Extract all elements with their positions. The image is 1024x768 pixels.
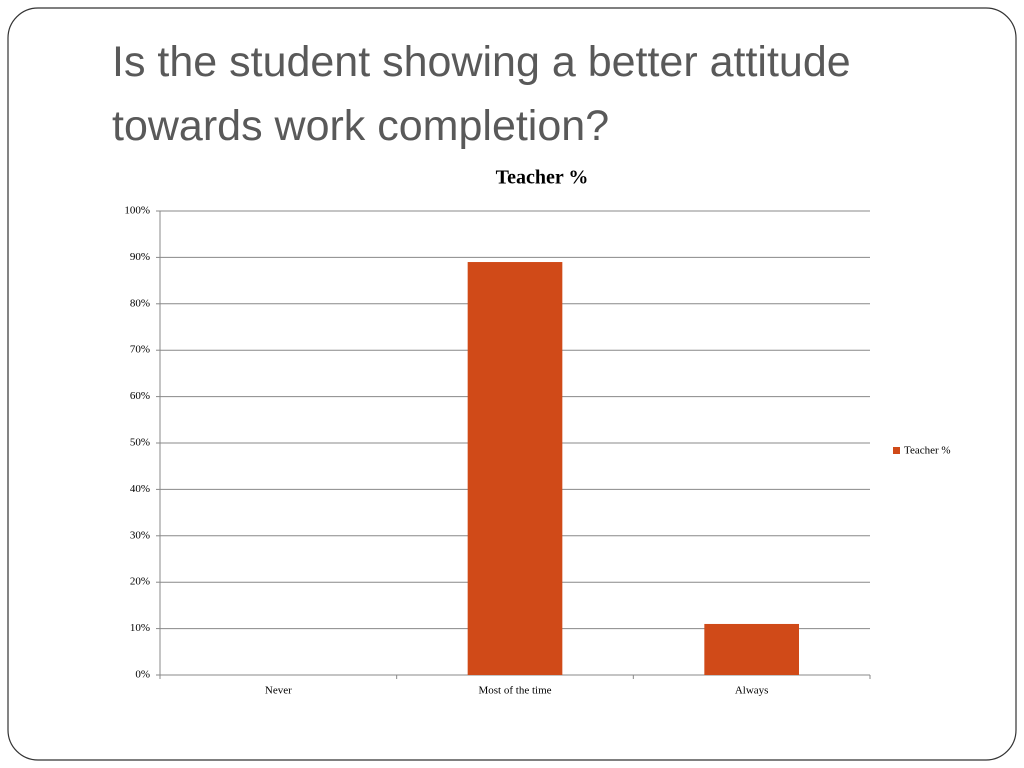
y-tick-label: 100% [124, 205, 150, 217]
legend-label: Teacher % [904, 445, 951, 457]
bar [467, 262, 563, 675]
y-tick-label: 50% [130, 437, 150, 449]
y-tick-label: 60% [130, 390, 150, 402]
y-tick-label: 90% [130, 251, 150, 263]
x-tick-label: Never [265, 685, 292, 697]
y-tick-label: 40% [130, 483, 150, 495]
y-tick-label: 20% [130, 576, 150, 588]
slide-title: Is the student showing a better attitude… [112, 38, 851, 150]
x-tick-label: Most of the time [478, 685, 551, 697]
legend-swatch [893, 447, 900, 454]
y-tick-label: 0% [135, 669, 150, 681]
bar [704, 623, 799, 675]
slide-frame [7, 7, 1017, 761]
y-tick-label: 30% [130, 529, 150, 541]
y-tick-label: 10% [130, 622, 150, 634]
x-tick-label: Always [735, 685, 769, 697]
y-tick-label: 80% [130, 297, 150, 309]
y-tick-label: 70% [130, 344, 150, 356]
chart-title: Teacher % [496, 167, 589, 189]
